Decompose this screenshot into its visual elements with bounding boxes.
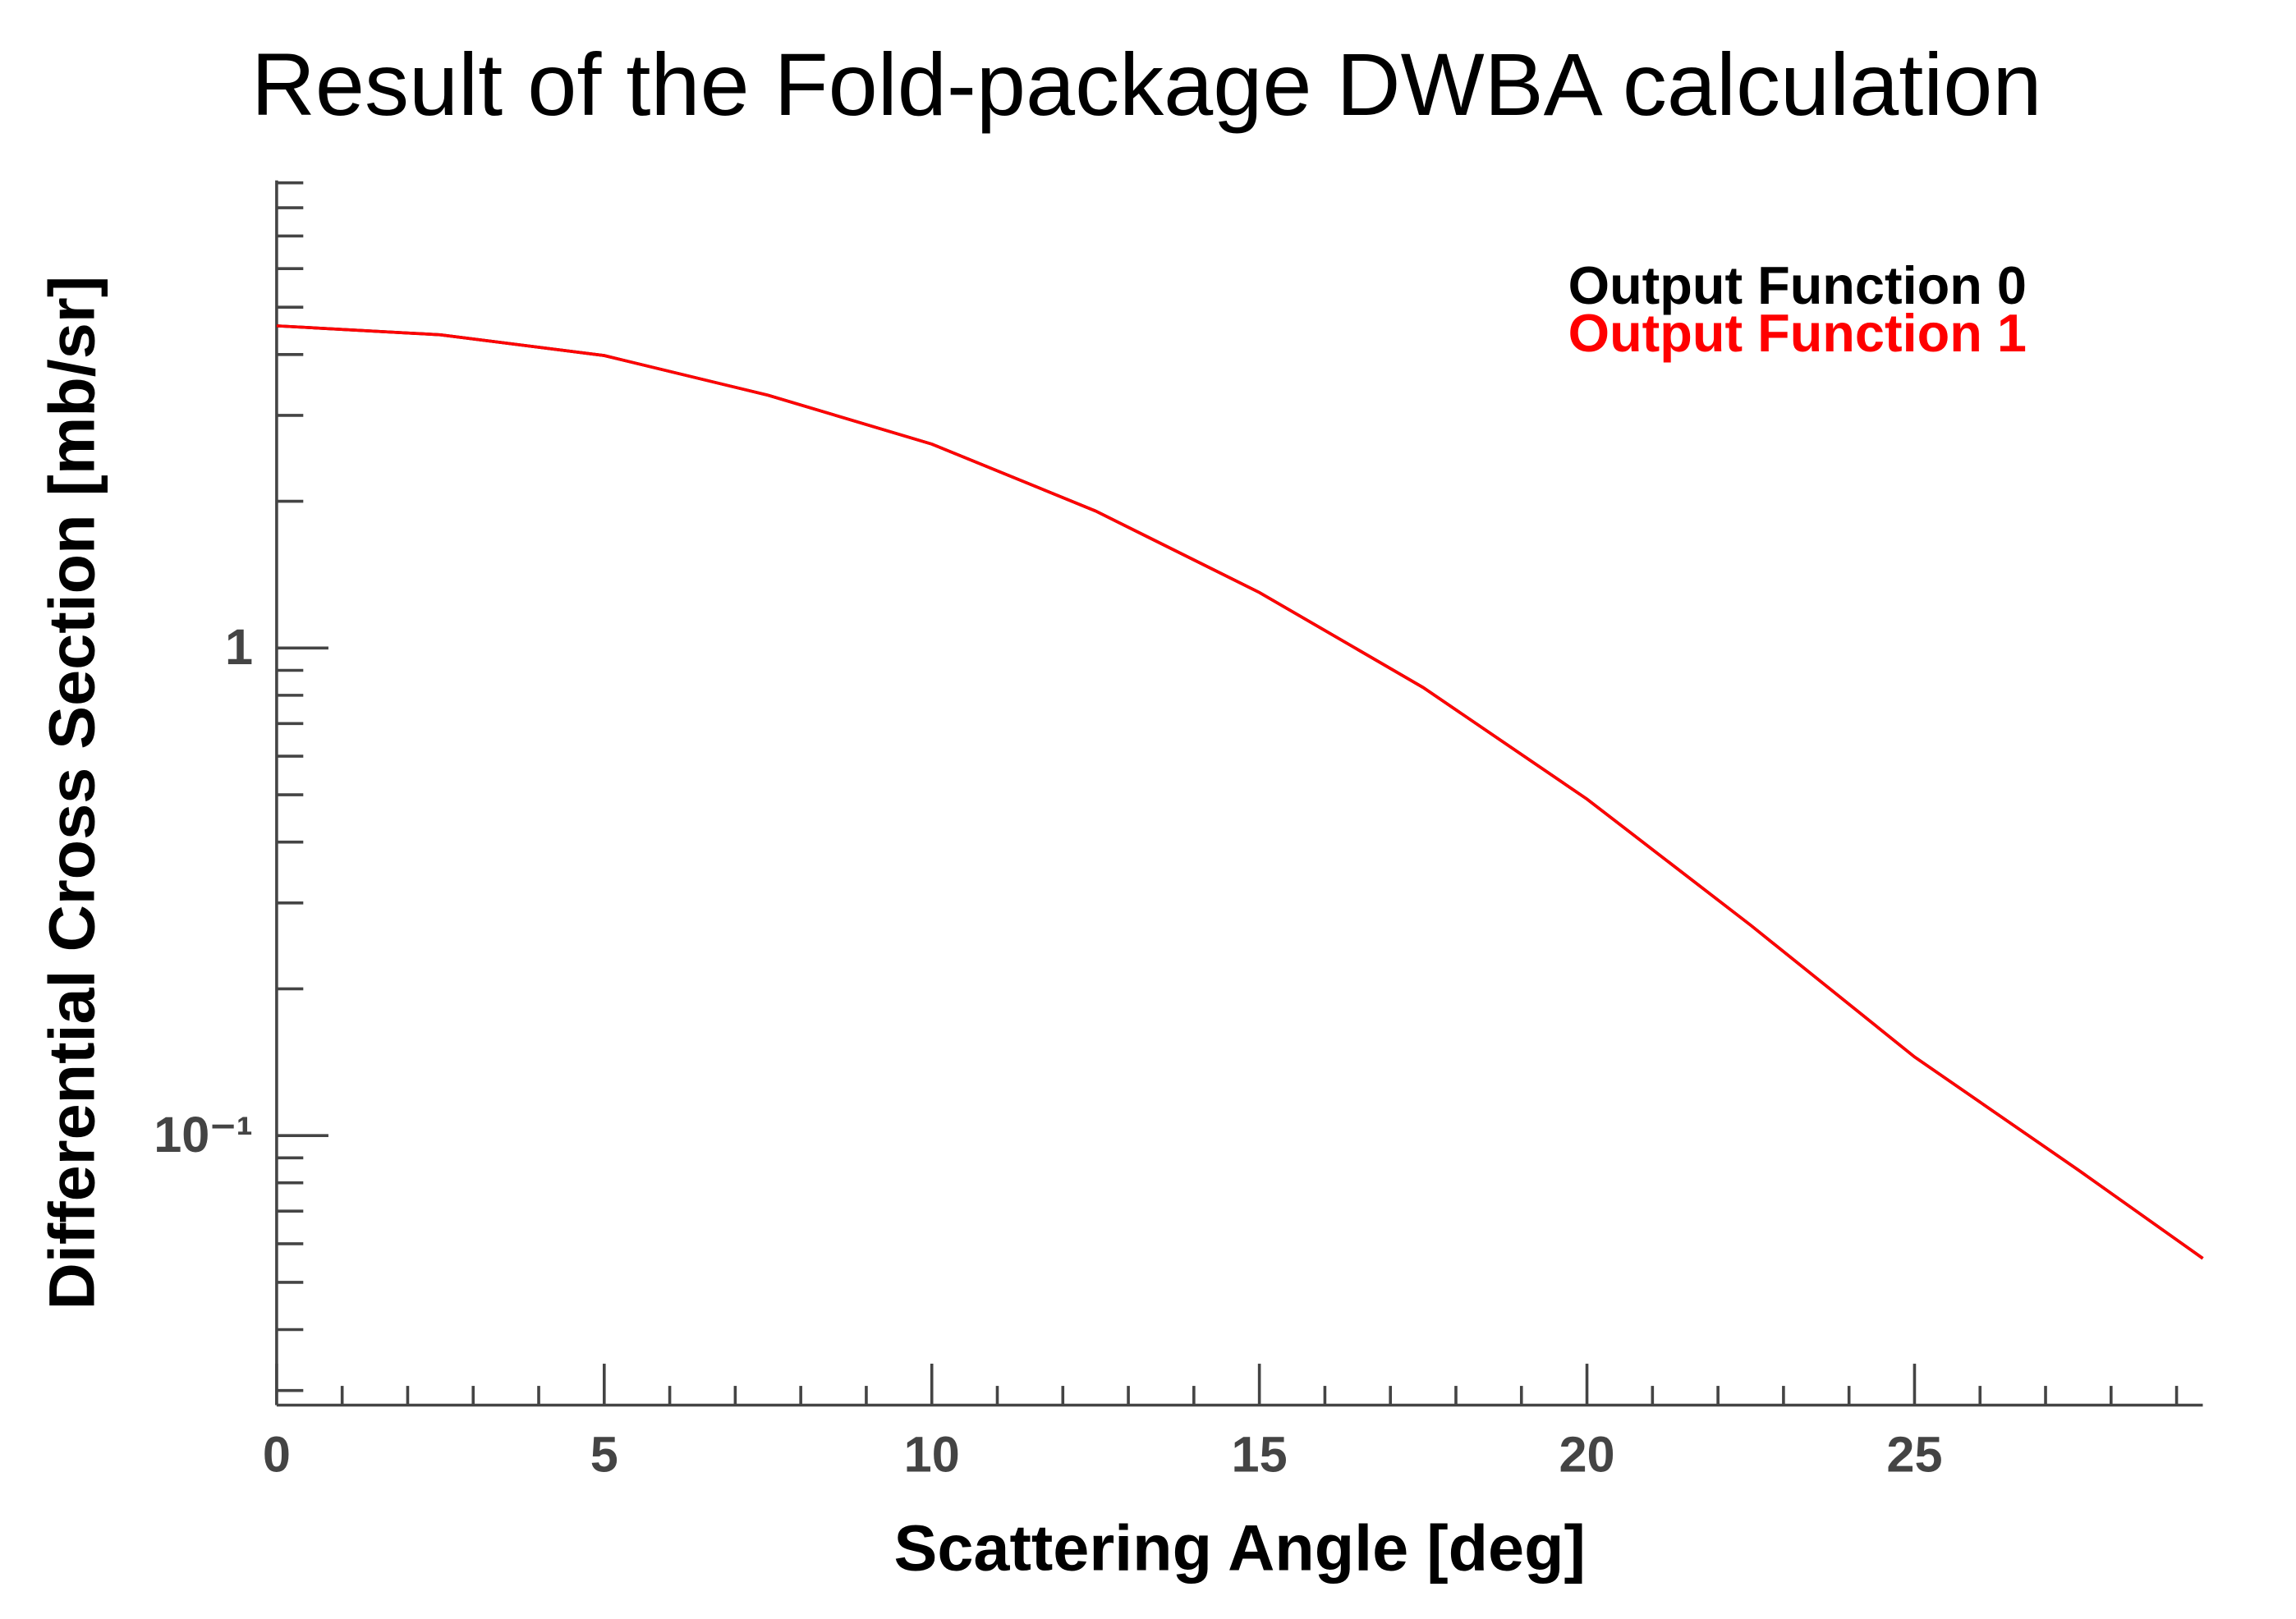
y-tick-label: 1 (225, 619, 253, 675)
x-tick-label: 15 (1232, 1427, 1288, 1483)
chart-title: Result of the Fold-package DWBA calculat… (251, 34, 2042, 134)
legend-entry: Output Function 0 (1568, 255, 2027, 315)
x-axis-label: Scattering Angle [deg] (893, 1511, 1585, 1585)
legend-entry: Output Function 1 (1568, 303, 2027, 363)
x-tick-label: 0 (263, 1427, 291, 1483)
series-line (276, 324, 2204, 1260)
y-axis-label: Differential Cross Section [mb/sr] (35, 276, 108, 1309)
y-tick-label: 10⁻¹ (154, 1107, 253, 1163)
x-tick-label: 10 (904, 1427, 960, 1483)
series-line (276, 324, 2204, 1260)
x-tick-label: 5 (590, 1427, 618, 1483)
x-tick-label: 25 (1886, 1427, 1942, 1483)
x-tick-label: 20 (1559, 1427, 1614, 1483)
